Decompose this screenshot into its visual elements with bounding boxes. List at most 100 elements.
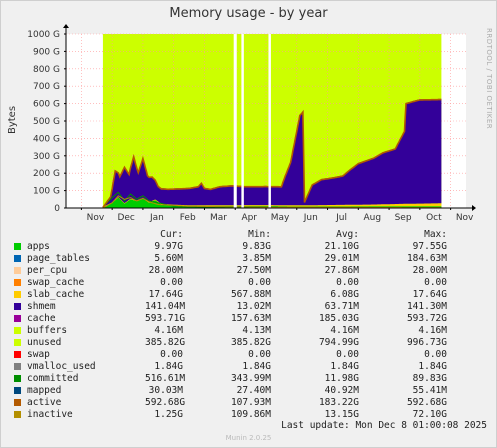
legend-min: 27.40M (236, 385, 271, 396)
legend-cur: 28.00M (148, 265, 183, 276)
y-tick-label: 900 G (33, 47, 60, 57)
legend-min: 27.50M (236, 265, 271, 276)
legend-row-inactive: inactive 1.25G 109.86M 13.15G 72.10G (12, 409, 488, 421)
legend-swatch (14, 243, 21, 250)
legend-name: active (27, 397, 62, 408)
x-tick-label: Jan (149, 213, 164, 223)
legend-name: apps (27, 241, 50, 252)
y-tick-label: 0 (54, 204, 60, 214)
legend-swatch (14, 255, 21, 262)
x-tick-label: Oct (426, 213, 442, 223)
series-active-line (102, 98, 442, 208)
legend-row-buffers: buffers 4.16M 4.13M 4.16M 4.16M (12, 325, 488, 337)
x-tick-label: Sep (395, 213, 412, 223)
legend-swatch (14, 363, 21, 370)
legend-cur: 0.00 (160, 277, 183, 288)
legend-row-swap-cache: swap_cache 0.00 0.00 0.00 0.00 (12, 277, 488, 289)
series-cache-area (102, 98, 442, 207)
legend-row-shmem: shmem 141.04M 13.02M 63.71M 141.30M (12, 301, 488, 313)
legend-name: vmalloc_used (27, 361, 96, 372)
legend-max: 17.64G (412, 289, 447, 300)
legend-min: 343.99M (230, 373, 271, 384)
y-axis-label: Bytes (7, 106, 18, 134)
legend-row-unused: unused 385.82G 385.82G 794.99G 996.73G (12, 337, 488, 349)
legend-name: buffers (27, 325, 68, 336)
legend-row-page-tables: page_tables 5.60M 3.85M 29.01M 184.63M (12, 253, 488, 265)
legend-max: 0.00 (424, 277, 447, 288)
legend-max: 55.41M (412, 385, 447, 396)
legend-cur: 9.97G (154, 241, 183, 252)
legend-name: slab_cache (27, 289, 85, 300)
x-tick-label: Jun (303, 213, 318, 223)
legend-swatch (14, 291, 21, 298)
legend-avg: 27.86M (324, 265, 359, 276)
legend-min: 0.00 (248, 349, 271, 360)
legend-name: inactive (27, 409, 73, 420)
legend-header-avg: Avg: (336, 229, 359, 240)
legend-avg: 0.00 (336, 277, 359, 288)
legend-cur: 1.84G (154, 361, 183, 372)
x-tick-label: Dec (117, 213, 134, 223)
legend-row-vmalloc-used: vmalloc_used 1.84G 1.84G 1.84G 1.84G (12, 361, 488, 373)
y-tick-label: 200 G (33, 169, 60, 179)
legend-header: Cur: Min: Avg: Max: (12, 229, 488, 241)
legend-max: 0.00 (424, 349, 447, 360)
legend-swatch (14, 351, 21, 358)
legend-swatch (14, 411, 21, 418)
legend-avg: 11.98G (324, 373, 359, 384)
legend-avg: 6.08G (330, 289, 359, 300)
legend-avg: 0.00 (336, 349, 359, 360)
legend-rows: apps 9.97G 9.83G 21.10G 97.55G page_tables 5.6… (12, 241, 488, 421)
legend-avg: 29.01M (324, 253, 359, 264)
legend: Cur: Min: Avg: Max: apps 9.97G 9.83G 21.10G… (12, 229, 488, 421)
legend-swatch (14, 279, 21, 286)
legend-max: 28.00M (412, 265, 447, 276)
legend-row-slab-cache: slab_cache 17.64G 567.88M 6.08G 17.64G (12, 289, 488, 301)
legend-min: 1.84G (242, 361, 271, 372)
y-tick-label: 400 G (33, 134, 60, 144)
legend-row-per-cpu: per_cpu 28.00M 27.50M 27.86M 28.00M (12, 265, 488, 277)
data-gap (241, 34, 244, 208)
legend-row-apps: apps 9.97G 9.83G 21.10G 97.55G (12, 241, 488, 253)
y-tick-label: 300 G (33, 152, 60, 162)
legend-min: 13.02M (236, 301, 271, 312)
legend-max: 184.63M (406, 253, 447, 264)
y-tick-label: 500 G (33, 117, 60, 127)
legend-cur: 5.60M (154, 253, 183, 264)
legend-cur: 593.71G (145, 313, 186, 324)
y-tick-label: 700 G (33, 82, 60, 92)
legend-row-committed: committed 516.61M 343.99M 11.98G 89.83G (12, 373, 488, 385)
legend-max: 1.84G (418, 361, 447, 372)
y-tick-label: 800 G (33, 65, 60, 75)
legend-swatch (14, 315, 21, 322)
legend-name: unused (27, 337, 62, 348)
legend-avg: 1.84G (330, 361, 359, 372)
legend-name: page_tables (27, 253, 90, 264)
legend-name: swap_cache (27, 277, 85, 288)
legend-avg: 4.16M (330, 325, 359, 336)
legend-avg: 63.71M (324, 301, 359, 312)
chart-title: Memory usage - by year (169, 6, 328, 21)
x-tick-label: Aug (364, 213, 382, 223)
legend-avg: 794.99G (318, 337, 359, 348)
legend-name: shmem (27, 301, 56, 312)
legend-row-mapped: mapped 30.03M 27.40M 40.92M 55.41M (12, 385, 488, 397)
legend-max: 996.73G (406, 337, 447, 348)
legend-name: cache (27, 313, 56, 324)
x-axis-arrow (472, 205, 476, 211)
legend-avg: 185.03G (318, 313, 359, 324)
legend-name: committed (27, 373, 79, 384)
legend-row-active: active 592.68G 107.93M 183.22G 592.68G (12, 397, 488, 409)
legend-header-max: Max: (424, 229, 447, 240)
legend-swatch (14, 267, 21, 274)
y-axis-arrow (63, 24, 69, 28)
legend-max: 72.10G (412, 409, 447, 420)
legend-cur: 592.68G (145, 397, 186, 408)
legend-swatch (14, 303, 21, 310)
x-tick-label: Nov (456, 213, 474, 223)
legend-cur: 30.03M (148, 385, 183, 396)
legend-swatch (14, 375, 21, 382)
x-tick-label: May (271, 213, 290, 223)
legend-min: 3.85M (242, 253, 271, 264)
data-gap (233, 34, 237, 208)
